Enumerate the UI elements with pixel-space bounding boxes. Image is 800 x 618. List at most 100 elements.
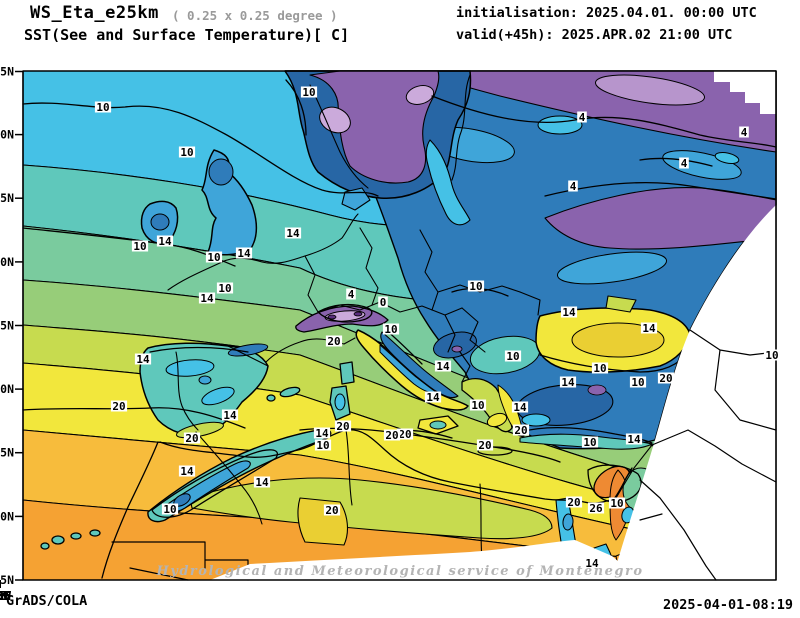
- border-iraq: [651, 429, 777, 483]
- contour-label-box: [559, 376, 577, 388]
- contour-label-box: [183, 432, 201, 444]
- pyrenees: [227, 343, 269, 357]
- contour-label-box: [346, 288, 356, 300]
- contour-label: 14: [223, 409, 237, 422]
- contour-label: 10: [469, 280, 482, 293]
- contour-label-box: [284, 227, 302, 239]
- contour-label: 20: [327, 335, 340, 348]
- aegean-sea: [497, 384, 525, 437]
- contour-label-box: [577, 111, 587, 123]
- contour-label: 14: [255, 476, 269, 489]
- border-france-east: [304, 255, 319, 313]
- border-greece-albania: [459, 351, 471, 383]
- contour-label-box: [568, 180, 578, 192]
- grid-resolution: ( 0.25 x 0.25 degree ): [172, 8, 338, 23]
- contour-label: 10: [631, 376, 644, 389]
- contour-14-atlas: [151, 449, 278, 518]
- contour-4-east: [544, 181, 777, 200]
- contour-label: 20: [112, 400, 125, 413]
- contour-label-box: [300, 86, 318, 98]
- lat-tick-label: 35N: [0, 446, 14, 460]
- lavender-patch: [595, 74, 705, 106]
- contour-label: 10: [471, 399, 484, 412]
- contour-label: 20: [398, 428, 411, 441]
- contour-14-iberia: [149, 346, 249, 353]
- lon-tick-label: 15E: [0, 589, 11, 603]
- border-poland-ukraine: [419, 229, 439, 311]
- border-danube: [379, 301, 463, 316]
- border-austria: [317, 301, 381, 313]
- contour-label: 10: [316, 439, 329, 452]
- contour-label-box: [134, 353, 152, 365]
- contour-label: 20: [325, 504, 338, 517]
- contour-label-box: [583, 557, 601, 569]
- contour-label-box: [424, 391, 442, 403]
- lon-tick-label: 45E: [0, 589, 11, 603]
- contour-4-east2: [639, 157, 713, 167]
- lightblue-patch: [557, 251, 667, 285]
- model-title: WS_Eta_e25km: [30, 3, 159, 23]
- denmark: [341, 187, 371, 211]
- canary-island: [70, 532, 82, 540]
- domain-edge-southeast: [612, 205, 776, 580]
- contour-label: 4: [579, 111, 586, 124]
- lat-tick-label: 65N: [0, 65, 14, 79]
- anatolia-cyan-patch: [521, 413, 551, 427]
- contour-label: 20: [185, 432, 198, 445]
- contour-label: 4: [741, 126, 748, 139]
- contour-label: 14: [237, 247, 251, 260]
- lon-tick-label: 25E: [0, 589, 11, 603]
- sea-of-azov: [605, 295, 637, 313]
- contour-10-norway: [285, 79, 307, 136]
- contour-label-box: [657, 372, 675, 384]
- lat-tick-label: 30N: [0, 509, 14, 523]
- contour-label: 20: [385, 429, 398, 442]
- canary-island: [40, 542, 50, 550]
- contour-label-box: [560, 306, 578, 318]
- border-carpathians: [437, 284, 521, 293]
- contour-label: 20: [659, 372, 672, 385]
- contour-label: 10: [96, 101, 109, 114]
- contour-label: 14: [426, 391, 440, 404]
- border-balkans: [461, 307, 486, 353]
- baltic-sea: [425, 139, 471, 226]
- contour-label: 4: [570, 180, 577, 193]
- contour-label-box: [434, 360, 452, 372]
- border-moldova: [519, 291, 541, 316]
- cyan-patch: [714, 152, 740, 164]
- valid-time: valid(+45h): 2025.APR.02 21:00 UTC: [456, 27, 733, 43]
- contour-label: 20: [336, 420, 349, 433]
- contour-label-box: [739, 126, 749, 138]
- contour-label: 4: [348, 288, 355, 301]
- lon-tick-label: 5W: [0, 589, 8, 603]
- initialisation-time: initialisation: 2025.04.01. 00:00 UTC: [456, 5, 757, 21]
- canary-island: [51, 535, 65, 545]
- contour-label-box: [94, 101, 112, 113]
- bosnia-purple-dot: [451, 345, 463, 353]
- contour-label-box: [608, 497, 626, 509]
- contour-label: 14: [200, 292, 214, 305]
- contour-label-box: [178, 146, 196, 158]
- border-saudi-jordan: [639, 479, 717, 581]
- border-tunisia-libya: [345, 429, 353, 506]
- contour-label: 10: [593, 362, 606, 375]
- lon-tick-label: 35E: [0, 589, 11, 603]
- contour-label: 0: [380, 296, 387, 309]
- lon-tick-label: 5E: [0, 589, 7, 603]
- contour-label-box: [467, 280, 485, 292]
- contour-4-northeast: [431, 95, 777, 148]
- lat-tick-label: 25N: [0, 573, 14, 587]
- contour-10-atlantic: [22, 102, 379, 197]
- contour-label-box: [587, 502, 605, 514]
- contour-label: 14: [158, 235, 172, 248]
- coast-morocco-atlantic: [101, 441, 159, 579]
- domain-edge-south: [210, 540, 640, 580]
- contour-label-box: [383, 429, 401, 441]
- contour-label: 14: [136, 353, 150, 366]
- lon-tick-label: 30E: [0, 589, 11, 603]
- corsica: [339, 361, 355, 385]
- lat-tick-label: 55N: [0, 191, 14, 205]
- contour-label: 10: [180, 146, 193, 159]
